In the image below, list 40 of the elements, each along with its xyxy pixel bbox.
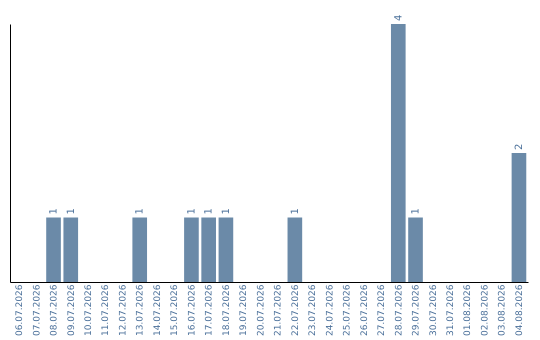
x-tick-label: 09.07.2026 <box>66 284 77 336</box>
x-tick-label: 08.07.2026 <box>50 284 60 336</box>
x-tick-label: 28.07.2026 <box>394 284 404 336</box>
data-label: 1 <box>48 208 60 214</box>
data-label: 1 <box>204 208 215 214</box>
x-tick-label: 29.07.2026 <box>412 284 422 336</box>
x-tick-label: 03.08.2026 <box>498 284 508 336</box>
x-tick-label: 30.07.2026 <box>428 284 439 336</box>
x-tick-label: 21.07.2026 <box>274 284 284 336</box>
x-tick-label: 17.07.2026 <box>204 284 215 336</box>
x-tick-label: 06.07.2026 <box>15 284 26 336</box>
x-tick-label: 10.07.2026 <box>84 284 94 336</box>
x-tick-label: 12.07.2026 <box>118 284 128 336</box>
data-label: 1 <box>134 208 146 214</box>
data-label: 4 <box>393 14 404 21</box>
x-tick-label: 20.07.2026 <box>256 284 266 336</box>
data-label: 1 <box>186 208 198 214</box>
x-tick-label: 22.07.2026 <box>290 284 301 336</box>
data-label: 1 <box>410 208 422 214</box>
x-tick-label: 23.07.2026 <box>308 284 318 336</box>
x-tick-label: 02.08.2026 <box>480 284 490 336</box>
x-tick-label: 27.07.2026 <box>377 284 388 336</box>
data-label: 1 <box>220 208 232 214</box>
x-tick-label: 01.08.2026 <box>463 284 474 336</box>
x-tick-label: 31.07.2026 <box>446 284 456 336</box>
x-tick-label: 19.07.2026 <box>239 284 250 336</box>
x-tick-label: 14.07.2026 <box>152 284 163 336</box>
x-tick-label: 25.07.2026 <box>342 284 353 336</box>
data-label: 2 <box>514 144 525 150</box>
x-tick-label: 07.07.2026 <box>32 284 42 336</box>
x-tick-label: 26.07.2026 <box>360 284 370 336</box>
data-label: 1 <box>66 208 77 214</box>
data-label: 1 <box>290 208 301 214</box>
x-tick-label: 13.07.2026 <box>136 284 146 336</box>
x-tick-label: 18.07.2026 <box>222 284 232 336</box>
x-tick-label: 04.08.2026 <box>514 284 525 336</box>
x-tick-label: 16.07.2026 <box>187 284 198 336</box>
x-tick-label: 11.07.2026 <box>101 284 112 336</box>
x-tick-label: 15.07.2026 <box>170 284 180 336</box>
x-tick-label: 24.07.2026 <box>325 284 336 336</box>
